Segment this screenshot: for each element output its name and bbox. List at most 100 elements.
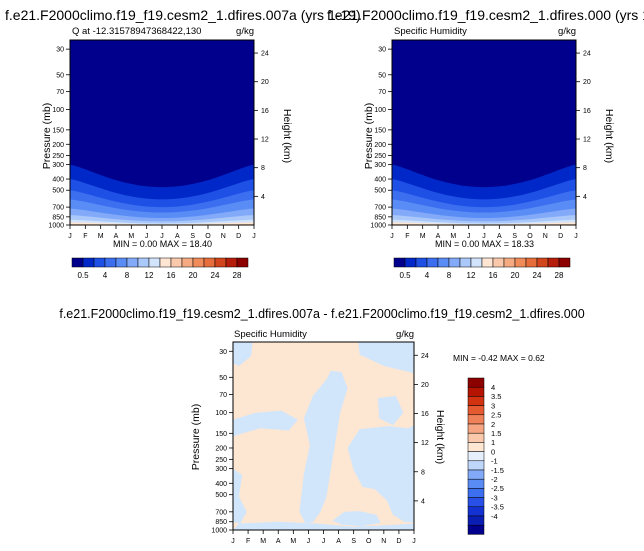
right-month-label: D [558,233,563,240]
right-htick-label: 20 [583,79,591,86]
right-ptick-label: 50 [378,72,386,79]
diff-panel: f.e21.F2000climo.f19_f19.cesm2_1.dfires.… [59,307,584,545]
right-cbar-label: 28 [555,271,564,280]
diff-cbar-swatch [467,478,485,489]
left-cbar-label: 4 [103,271,108,280]
left-panel-plot-area: 30 50 70 100 150 200 250 300 400 500 700 850 1000 24 2… [48,39,269,240]
left-month-label: F [83,233,87,240]
diff-cbar-label: -1 [491,457,498,466]
diff-panel-units: g/kg [396,329,414,340]
diff-cbar-label: 4 [491,383,495,392]
diff-contour-region-4 [299,370,348,524]
diff-ptick-label: 700 [215,509,227,516]
diff-contour-region-3 [233,521,414,530]
right-month-label: J [482,233,486,240]
diff-cbar-swatch [467,460,485,471]
left-cbar-label: 28 [233,271,242,280]
right-month-label: F [405,233,409,240]
diff-contour-region-2 [233,468,247,524]
left-ptick-label: 100 [52,107,64,114]
right-contour-band-7 [392,222,576,225]
diff-cbar-label: 2 [491,420,495,429]
right-panel-plot-area: 30 50 70 100 150 200 250 300 400 500 700 850 1000 24 2… [370,39,591,240]
diff-ptick-label: 250 [215,457,227,464]
diff-panel-title: f.e21.F2000climo.f19_f19.cesm2_1.dfires.… [59,307,584,321]
diff-month-label: F [246,538,250,545]
diff-ptick-label: 400 [215,481,227,488]
diff-month-label: J [231,538,235,545]
right-cbar-swatch [426,257,439,268]
right-cbar-swatch [437,257,450,268]
diff-frame [232,341,415,531]
right-cbar-swatch [393,257,406,268]
right-month-label: N [543,233,548,240]
diff-month-label: S [351,538,356,545]
diff-panel-minmax: MIN = -0.42 MAX = 0.62 [453,353,545,363]
right-cbar-label: 4 [425,271,430,280]
right-month-label: J [467,233,471,240]
diff-month-label: D [396,538,401,545]
diff-cbar-swatch [467,515,485,526]
right-ptick-label: 70 [378,89,386,96]
right-panel-units: g/kg [558,26,576,37]
left-panel-colorbar: 0.5 4 8 12 16 20 24 28 [71,257,249,280]
diff-ptick-label: 500 [215,492,227,499]
diff-htick-label: 20 [421,382,429,389]
right-panel-ylabel: Pressure (mb) [363,103,375,170]
diff-cbar-swatch [467,442,485,452]
right-htick-label: 4 [583,194,587,201]
left-month-label: M [128,233,134,240]
diff-panel-plot-area: 30 50 70 100 150 200 250 300 400 500 700 850 1000 24 2… [211,341,429,545]
left-htick-label: 24 [261,51,269,58]
left-cbar-swatch [159,257,172,268]
diff-ptick-label: 200 [215,445,227,452]
left-cbar-swatch [170,257,183,268]
left-cbar-swatch [236,257,249,268]
left-cbar-swatch [148,257,161,268]
left-panel-minmax: MIN = 0.00 MAX = 18.40 [113,239,212,249]
right-panel: f.e21.F2000climo.f19_f19.cesm2_1.dfires.… [327,7,644,280]
diff-cbar-swatch [467,396,485,406]
right-cbar-swatch [481,257,494,268]
left-ptick-label: 850 [52,214,64,221]
right-cbar-swatch [558,257,571,268]
left-htick-label: 20 [261,79,269,86]
right-cbar-swatch [503,257,516,268]
left-cbar-label: 8 [125,271,130,280]
right-ptick-label: 200 [374,142,386,149]
right-htick-label: 8 [583,165,587,172]
diff-month-label: M [290,538,296,545]
diff-panel-ylabel: Pressure (mb) [190,404,202,471]
left-ptick-label: 1000 [48,223,64,230]
diff-cbar-swatch [467,386,485,397]
diff-month-label: M [260,538,266,545]
right-panel-minmax: MIN = 0.00 MAX = 18.33 [435,239,534,249]
diff-cbar-label: 2.5 [491,411,501,420]
left-cbar-swatch [71,257,84,268]
diff-ptick-label: 30 [219,349,227,356]
diff-cbar-swatch [467,469,485,480]
diff-cbar-label: 1.5 [491,429,501,438]
diff-cbar-label: 0 [491,447,495,456]
diff-panel-ylabel-right: Height (km) [434,410,446,464]
left-month-label: D [236,233,241,240]
diff-ptick-label: 50 [219,375,227,382]
left-ptick-label: 300 [52,162,64,169]
left-cbar-label: 12 [145,271,154,280]
diff-ptick-label: 1000 [211,528,227,535]
diff-ptick-label: 150 [215,431,227,438]
diff-month-label: A [276,538,281,545]
right-month-label: A [436,233,441,240]
diff-cbar-swatch [467,451,485,462]
left-month-label: J [68,233,72,240]
left-cbar-swatch [192,257,205,268]
diff-cbar-label: -1.5 [491,466,504,475]
diff-cbar-label: 1 [491,438,495,447]
diff-cbar-swatch [467,414,485,425]
right-cbar-label: 24 [533,271,542,280]
left-ptick-label: 30 [56,47,64,54]
right-ptick-label: 30 [378,47,386,54]
left-htick-label: 12 [261,137,269,144]
right-panel-title: f.e21.F2000climo.f19_f19.cesm2_1.dfires.… [327,7,644,23]
